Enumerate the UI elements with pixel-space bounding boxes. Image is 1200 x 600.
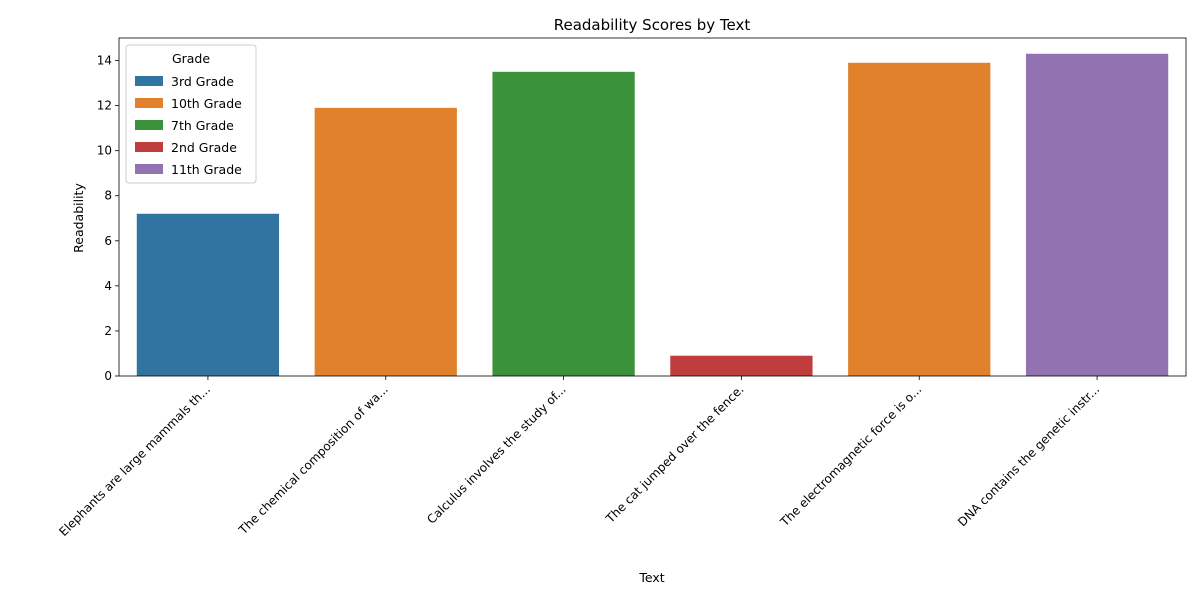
x-axis-ticks: Elephants are large mammals th... The che… bbox=[56, 376, 1102, 539]
y-tick-label: 8 bbox=[104, 189, 112, 203]
legend: Grade 3rd Grade 10th Grade 7th Grade 2nd Gra… bbox=[125, 44, 257, 184]
x-tick-label: Elephants are large mammals th... bbox=[56, 382, 213, 539]
bar-4 bbox=[848, 62, 991, 376]
bar-1 bbox=[314, 107, 457, 376]
y-axis-label: Readability bbox=[71, 183, 86, 253]
y-tick-label: 12 bbox=[97, 99, 112, 113]
plot-frame bbox=[118, 37, 1187, 377]
bar-5 bbox=[1025, 53, 1169, 376]
y-tick-label: 2 bbox=[104, 324, 112, 338]
x-tick-label: The cat jumped over the fence. bbox=[602, 382, 746, 526]
legend-swatch bbox=[135, 142, 163, 152]
legend-swatch bbox=[135, 98, 163, 108]
bars-group bbox=[136, 53, 1169, 377]
legend-swatch bbox=[135, 120, 163, 130]
legend-swatch bbox=[135, 76, 163, 86]
y-tick-label: 14 bbox=[97, 54, 112, 68]
legend-swatch bbox=[135, 164, 163, 174]
legend-entry-label: 10th Grade bbox=[171, 96, 242, 111]
chart-title: Readability Scores by Text bbox=[554, 16, 751, 34]
y-tick-label: 0 bbox=[104, 369, 112, 383]
bar-3 bbox=[670, 355, 813, 376]
y-axis-ticks: 0 2 4 6 8 10 12 14 bbox=[97, 54, 119, 383]
bar-0 bbox=[136, 213, 280, 376]
x-tick-label: The electromagnetic force is o... bbox=[777, 382, 925, 530]
x-axis-label: Text bbox=[638, 570, 664, 585]
y-tick-label: 4 bbox=[104, 279, 112, 293]
x-tick-label: DNA contains the genetic instr... bbox=[955, 382, 1102, 529]
y-tick-label: 10 bbox=[97, 144, 112, 158]
legend-entry-label: 2nd Grade bbox=[171, 140, 237, 155]
legend-entry-label: 3rd Grade bbox=[171, 74, 234, 89]
x-tick-label: Calculus involves the study of... bbox=[424, 382, 568, 526]
bar-2 bbox=[492, 71, 635, 377]
x-tick-label: The chemical composition of wa... bbox=[235, 382, 390, 537]
legend-title: Grade bbox=[172, 51, 210, 66]
legend-entry-label: 7th Grade bbox=[171, 118, 234, 133]
legend-entry-label: 11th Grade bbox=[171, 162, 242, 177]
y-tick-label: 6 bbox=[104, 234, 112, 248]
